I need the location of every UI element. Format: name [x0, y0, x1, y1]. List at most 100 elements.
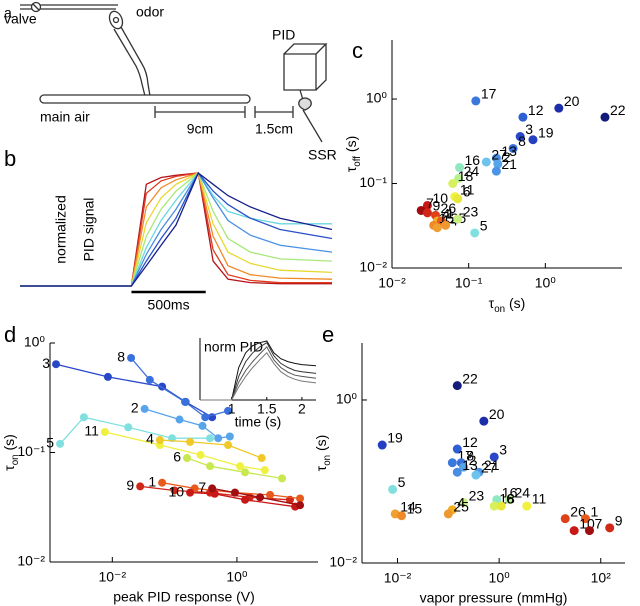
valve-icon — [32, 3, 40, 11]
axis-label-subscript: off — [352, 156, 363, 167]
series-line — [200, 340, 317, 401]
point-label: 19 — [538, 124, 554, 140]
point — [422, 208, 432, 218]
point — [491, 166, 501, 176]
point — [397, 511, 407, 521]
point — [206, 462, 215, 471]
point — [225, 432, 234, 441]
y-tick-label: 10⁰ — [336, 391, 358, 407]
series-label: 7 — [198, 479, 206, 495]
pid-label: PID — [272, 27, 295, 43]
point — [201, 413, 210, 422]
point — [443, 509, 453, 519]
point-label: 4 — [442, 206, 450, 222]
point-label: 2 — [469, 452, 477, 468]
x-tick-label: 10⁰ — [535, 275, 557, 291]
series-label: 6 — [173, 449, 181, 465]
point — [447, 458, 457, 468]
axis-label-subscript: on — [322, 455, 333, 466]
point — [496, 501, 506, 511]
point — [256, 493, 265, 502]
point — [505, 495, 515, 505]
y-tick-label: 10⁻² — [359, 259, 387, 275]
point-label: 26 — [570, 503, 586, 519]
point — [388, 484, 398, 494]
point — [452, 381, 462, 391]
point-label: 16 — [465, 152, 481, 168]
x-tick-label: 10⁰ — [489, 570, 511, 586]
point-label: 8 — [518, 133, 526, 149]
point — [196, 450, 205, 459]
y-tick-label: 10⁻¹ — [17, 443, 45, 459]
point — [175, 415, 184, 424]
point-label: 27 — [481, 460, 497, 476]
point-label: 6 — [463, 183, 471, 199]
dimension-lines — [154, 106, 294, 118]
axis-label-subscript: on — [494, 304, 505, 315]
point — [56, 439, 65, 448]
point — [206, 434, 215, 443]
point-label: 23 — [469, 487, 485, 503]
point-label: 24 — [464, 163, 480, 179]
point — [79, 413, 88, 422]
point — [377, 440, 387, 450]
point — [181, 397, 190, 406]
axis-label: PID signal — [81, 198, 97, 262]
point-label: 11 — [460, 181, 475, 197]
series-line — [20, 171, 333, 287]
point — [186, 437, 195, 446]
point-label: 4 — [457, 494, 465, 510]
axis-label-unit: (s) — [1, 434, 17, 454]
point — [224, 441, 233, 450]
point-label: 13 — [462, 457, 478, 473]
point — [124, 423, 133, 432]
point-label: 1 — [446, 206, 454, 222]
point-label: 9 — [432, 198, 440, 214]
point-label: 9 — [615, 513, 623, 529]
series-line — [200, 346, 317, 401]
point-label: 20 — [564, 93, 580, 109]
point — [140, 404, 149, 413]
point — [452, 467, 462, 477]
axis-label: τon (s) — [313, 435, 333, 472]
point — [257, 454, 266, 463]
point-label: 15 — [407, 500, 423, 516]
axis-label-symbol: τ — [343, 166, 359, 172]
panel-letter: e — [322, 322, 334, 347]
axis-label: time (s) — [235, 414, 282, 430]
point — [145, 375, 154, 384]
panel-letter: b — [4, 146, 16, 171]
point — [100, 427, 109, 436]
point — [448, 179, 458, 189]
point — [459, 498, 469, 508]
point-label: 8 — [466, 447, 474, 463]
point — [186, 488, 195, 497]
point — [518, 112, 528, 122]
point-label: 27 — [491, 147, 507, 163]
axis-label-symbol: τ — [489, 295, 495, 311]
series-line — [159, 439, 262, 459]
axis-label: τon (s) — [1, 434, 21, 471]
point-label: 5 — [480, 218, 488, 234]
point-label: 23 — [463, 204, 479, 220]
point — [580, 514, 590, 524]
axis-label-symbol: τ — [1, 465, 17, 471]
odor-label: odor — [136, 4, 164, 20]
point — [489, 501, 499, 511]
x-tick-label: 10⁰ — [226, 569, 248, 585]
point — [455, 162, 465, 172]
x-tick-label: 10⁻² — [98, 569, 126, 585]
point — [241, 495, 250, 504]
point-label: 1 — [590, 503, 598, 519]
main-air-label: main air — [40, 109, 90, 125]
point — [454, 173, 464, 183]
series-label: 3 — [42, 355, 50, 371]
series-label: 11 — [84, 423, 99, 439]
series-line — [200, 352, 317, 401]
ssr-electrode — [302, 109, 323, 143]
distance-label: 9cm — [187, 121, 213, 137]
axis-label: norm PID — [204, 339, 263, 355]
fly-icon — [298, 97, 312, 111]
panel-letter: c — [352, 38, 363, 63]
